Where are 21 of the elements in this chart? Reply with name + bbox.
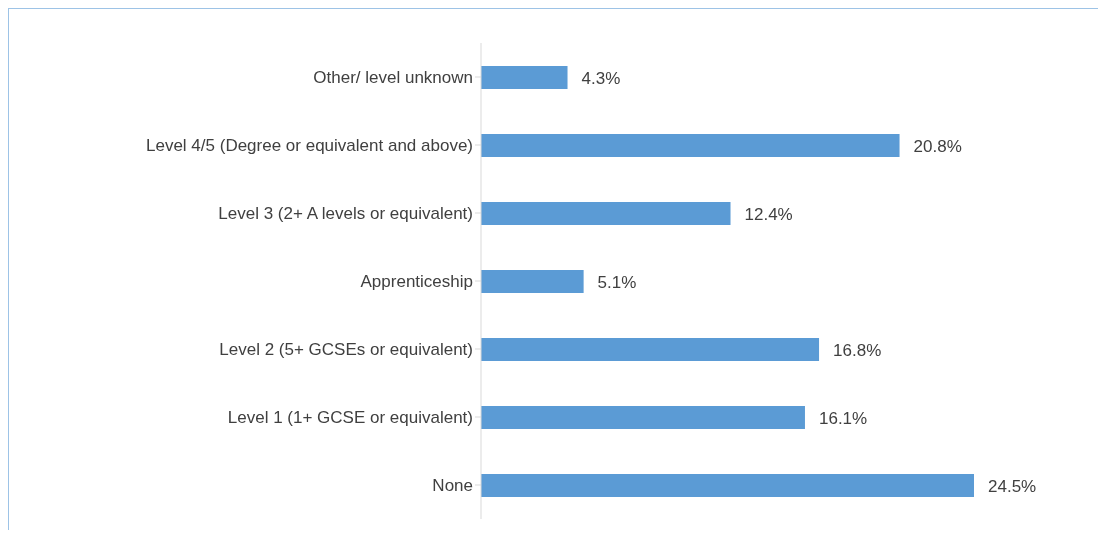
- data-label: 20.8%: [913, 136, 962, 156]
- y-tick-label: Level 3 (2+ A levels or equivalent): [218, 204, 473, 224]
- data-label: 24.5%: [988, 476, 1037, 496]
- y-tick-label: None: [432, 476, 473, 496]
- bar: [481, 474, 974, 497]
- data-label: 5.1%: [597, 272, 637, 292]
- y-tick-label: Other/ level unknown: [313, 68, 473, 88]
- bar: [481, 270, 584, 293]
- data-label: 16.8%: [833, 340, 882, 360]
- y-tick-label: Level 2 (5+ GCSEs or equivalent): [219, 340, 473, 360]
- bar: [481, 134, 900, 157]
- data-label: 12.4%: [744, 204, 793, 224]
- data-label: 4.3%: [581, 68, 621, 88]
- y-tick-label: Level 1 (1+ GCSE or equivalent): [227, 408, 473, 428]
- y-tick-label: Apprenticeship: [360, 272, 473, 292]
- bar: [481, 66, 568, 89]
- bar: [481, 202, 731, 225]
- bar: [481, 338, 820, 361]
- y-tick-label: Level 4/5 (Degree or equivalent and above): [146, 136, 473, 156]
- data-label: 16.1%: [818, 408, 868, 428]
- bar: [481, 406, 805, 429]
